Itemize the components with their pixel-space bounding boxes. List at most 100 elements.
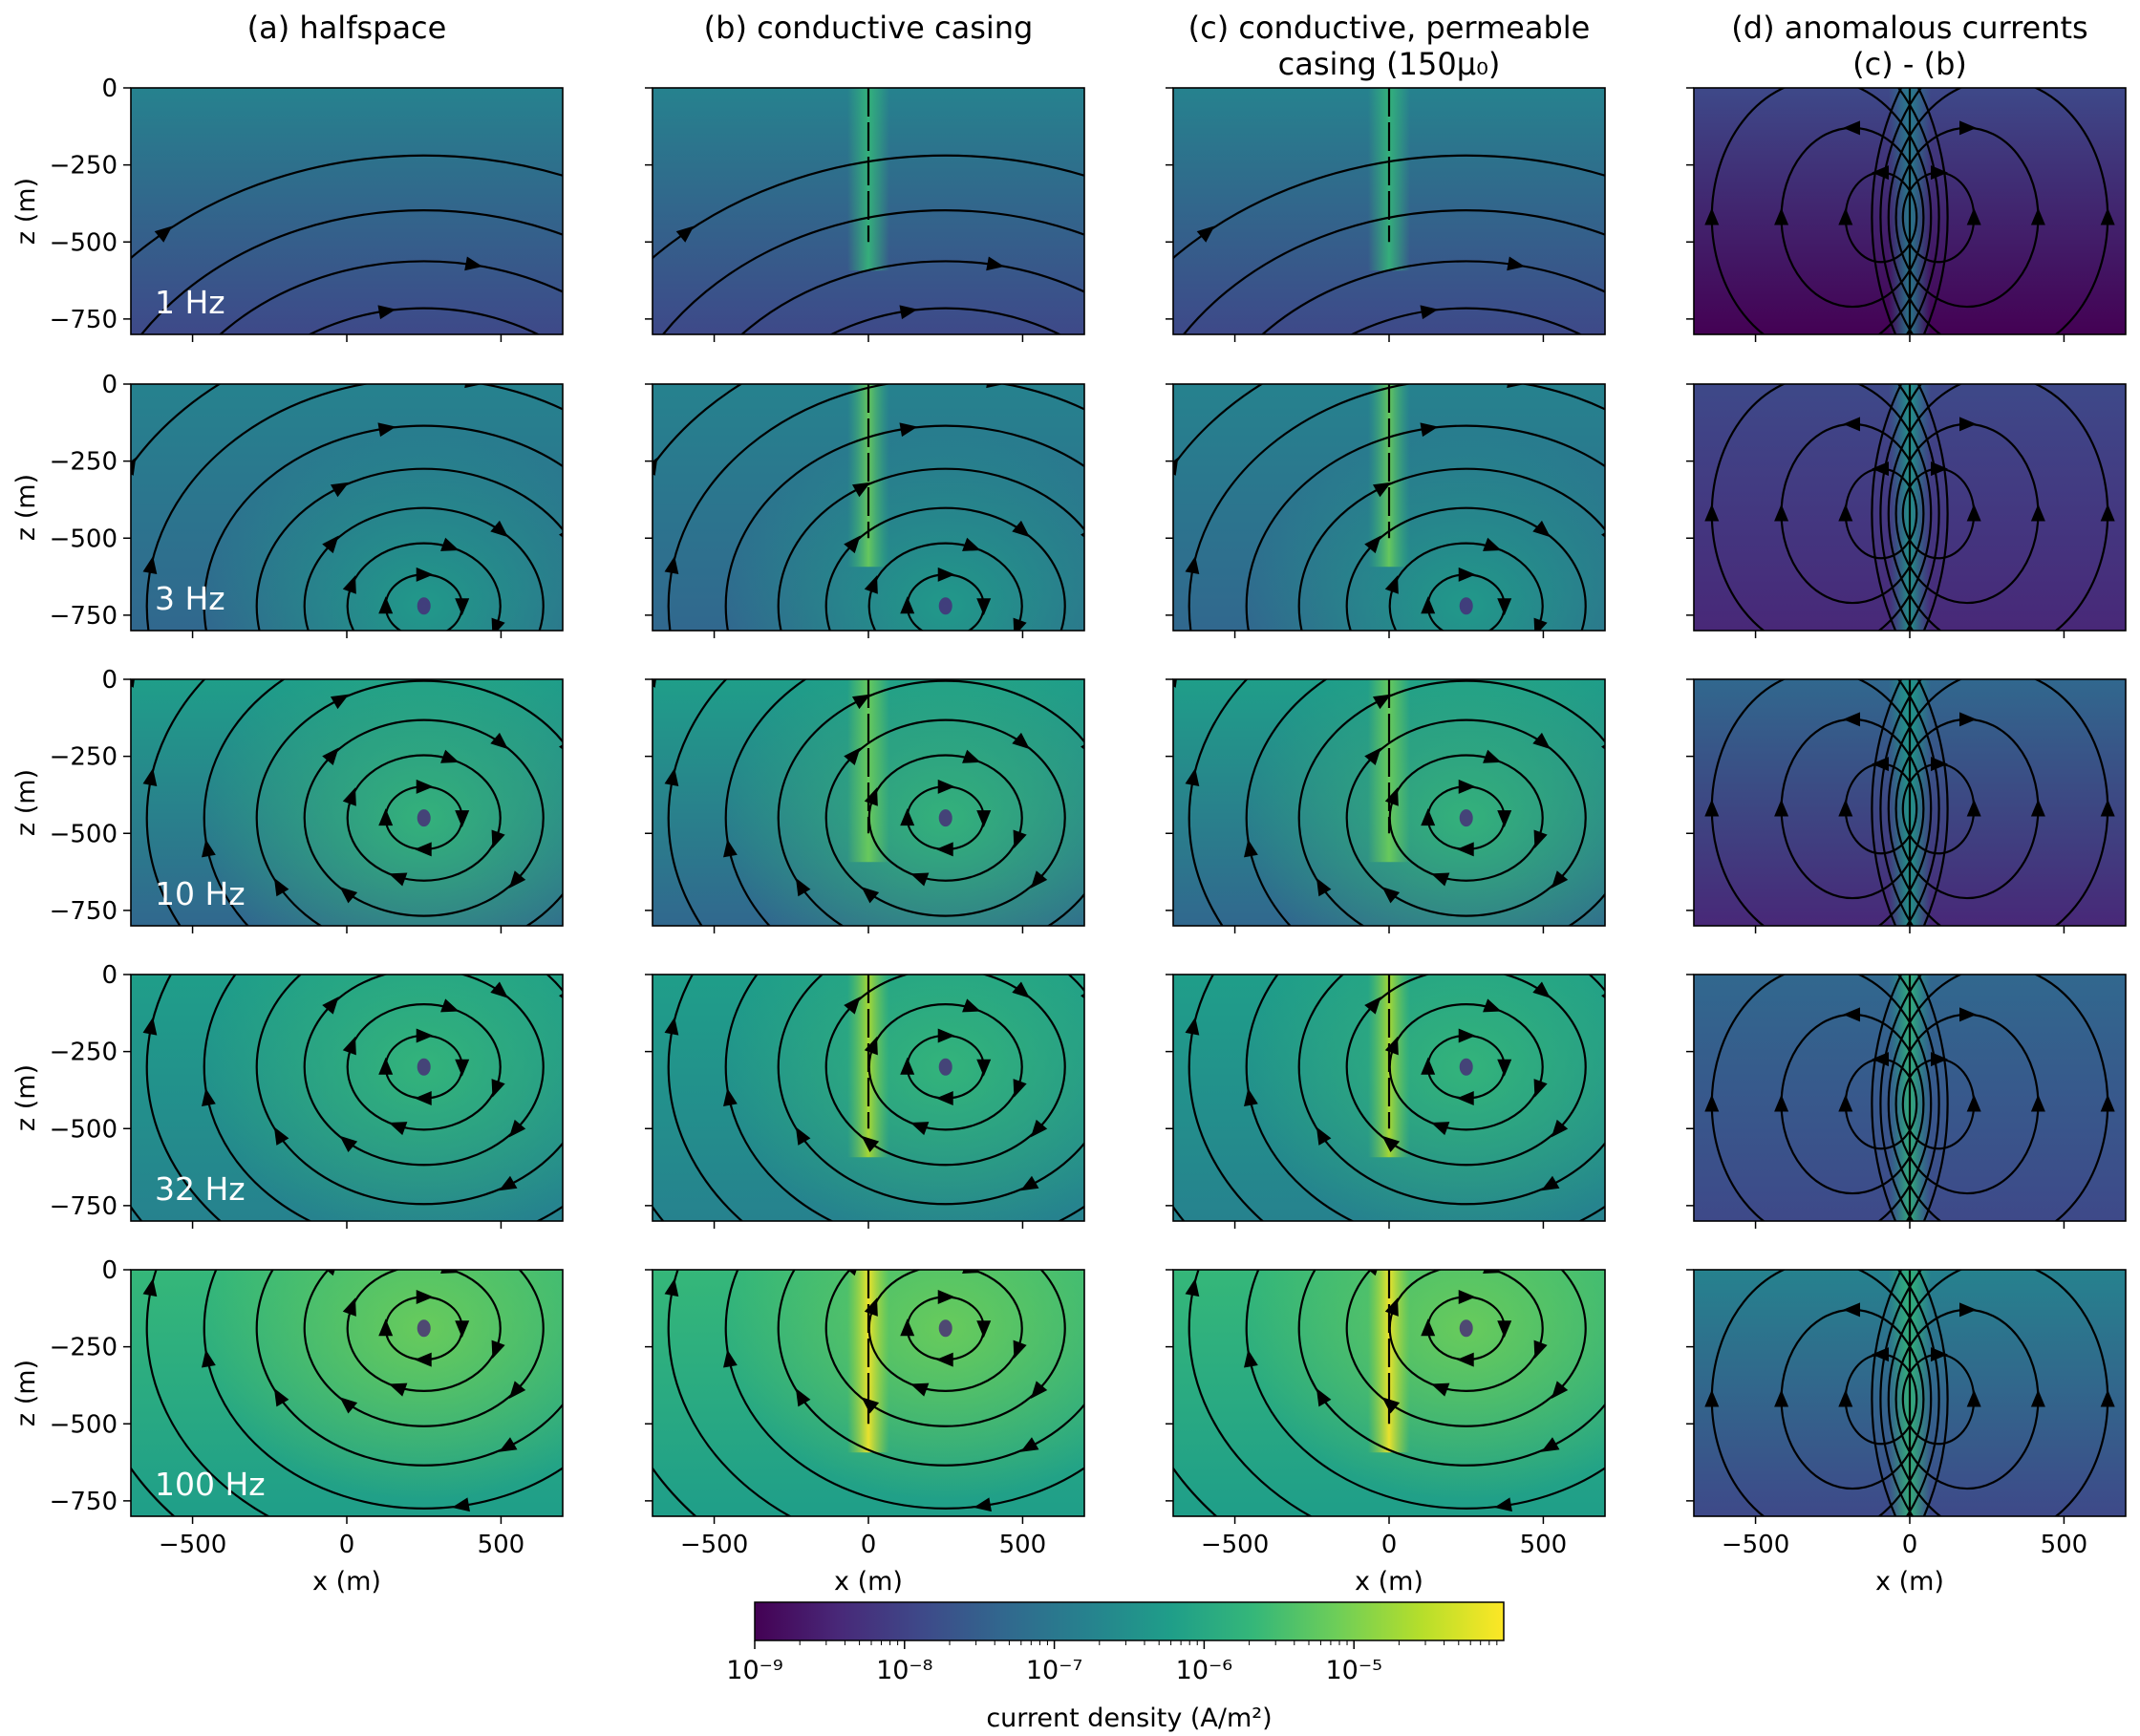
flow-arrow bbox=[864, 575, 878, 594]
streamline-arrows bbox=[653, 679, 1084, 904]
panel-field bbox=[1173, 88, 1605, 334]
flow-arrow bbox=[1966, 1389, 1981, 1407]
flow-arrow bbox=[1407, 1546, 1425, 1560]
flow-arrow bbox=[508, 1381, 526, 1399]
flow-arrow bbox=[653, 457, 658, 476]
flow-arrow bbox=[643, 340, 658, 358]
flow-arrow bbox=[388, 872, 408, 887]
streamline bbox=[724, 1270, 1084, 1510]
high-density-region bbox=[725, 975, 1084, 1221]
streamline bbox=[1345, 1270, 1587, 1427]
flow-arrow bbox=[910, 1382, 930, 1397]
streamline bbox=[219, 260, 563, 334]
flow-arrow bbox=[675, 1575, 694, 1591]
flow-arrow bbox=[851, 694, 871, 710]
flow-arrow bbox=[331, 943, 349, 957]
flow-arrow bbox=[1931, 1347, 1948, 1362]
flow-arrow bbox=[1081, 744, 1084, 750]
flow-arrow bbox=[585, 817, 603, 832]
streamline-arrows bbox=[1704, 369, 2115, 522]
x-tick-label: 500 bbox=[999, 1531, 1047, 1559]
streamline bbox=[303, 718, 545, 917]
flow-arrow bbox=[2030, 504, 2045, 522]
flow-arrow bbox=[986, 256, 1005, 271]
flow-arrow bbox=[1456, 1091, 1474, 1106]
streamline bbox=[1245, 1270, 1605, 1510]
flow-arrow bbox=[322, 535, 339, 554]
flow-arrow bbox=[559, 532, 563, 538]
flow-arrow bbox=[1456, 1352, 1474, 1367]
column-titles: (a) halfspace (b) conductive casing (c) co… bbox=[247, 10, 2088, 82]
frequency-label: 100 Hz bbox=[155, 1466, 266, 1503]
high-density-region bbox=[203, 434, 563, 631]
flow-arrow bbox=[377, 305, 396, 320]
streamline bbox=[1871, 384, 1903, 631]
flow-arrow bbox=[935, 1352, 953, 1367]
flow-arrow bbox=[365, 1546, 383, 1560]
flow-arrow bbox=[273, 1388, 289, 1407]
flow-arrow bbox=[455, 598, 470, 616]
flow-arrow bbox=[1541, 1437, 1560, 1452]
panel-field bbox=[1694, 679, 2126, 926]
flow-arrow bbox=[1838, 1094, 1853, 1112]
high-density-region bbox=[1246, 975, 1605, 1221]
flow-arrow bbox=[440, 749, 460, 763]
flow-arrow bbox=[1012, 732, 1030, 750]
flow-arrow bbox=[1421, 808, 1436, 826]
vortex-core bbox=[1459, 1058, 1473, 1076]
flow-arrow bbox=[1552, 658, 1568, 676]
panel-r1-c0: 0 −250 −500 −750 z (m) 3 Hz bbox=[11, 371, 564, 638]
flow-arrow bbox=[1774, 504, 1789, 522]
flow-arrow bbox=[1931, 165, 1948, 181]
streamline bbox=[1916, 88, 1949, 334]
flow-arrow bbox=[1991, 369, 2008, 383]
flow-arrow bbox=[1966, 207, 1981, 225]
flow-arrow bbox=[1966, 799, 1981, 817]
flow-arrow bbox=[1013, 1079, 1027, 1098]
flow-arrow bbox=[935, 1091, 953, 1106]
flow-arrow bbox=[1812, 369, 1830, 383]
flow-arrow bbox=[899, 305, 918, 320]
panel-r1-c2 bbox=[1166, 383, 1689, 676]
streamline bbox=[777, 975, 1084, 1206]
flow-arrow bbox=[1959, 712, 1977, 727]
flow-arrow bbox=[1551, 1381, 1569, 1399]
colorbar-tick-label: 10⁻⁹ bbox=[726, 1656, 782, 1685]
flow-arrow bbox=[464, 256, 483, 271]
vortex-core bbox=[1459, 597, 1473, 615]
streamline bbox=[1297, 679, 1605, 926]
flow-arrow bbox=[1675, 567, 1689, 585]
flow-arrow bbox=[1931, 757, 1948, 772]
streamline bbox=[724, 975, 1084, 1221]
flow-arrow bbox=[1627, 1078, 1645, 1093]
flow-arrow bbox=[1081, 532, 1084, 538]
high-density-region bbox=[203, 679, 563, 926]
y-tick-label: −250 bbox=[50, 448, 118, 477]
flow-arrow bbox=[559, 1250, 573, 1268]
flow-arrow bbox=[1458, 1028, 1476, 1043]
flow-arrow bbox=[451, 1497, 470, 1512]
flow-arrow bbox=[342, 1297, 356, 1317]
x-axis-label: x (m) bbox=[312, 1567, 381, 1597]
streamline bbox=[1388, 542, 1544, 631]
flow-arrow bbox=[154, 225, 173, 243]
y-tick-label: −250 bbox=[50, 743, 118, 772]
flow-arrow bbox=[974, 1236, 992, 1251]
flow-arrow bbox=[1373, 943, 1391, 957]
flow-arrow bbox=[723, 1087, 738, 1106]
flow-arrow bbox=[1244, 839, 1258, 858]
panel-field bbox=[1694, 88, 2126, 334]
flow-arrow bbox=[664, 1278, 679, 1297]
colorbar-tick-label: 10⁻⁶ bbox=[1176, 1656, 1232, 1685]
flow-arrow bbox=[331, 365, 349, 379]
flow-arrow bbox=[1494, 1236, 1512, 1251]
streamline bbox=[1245, 975, 1605, 1221]
streamline bbox=[867, 542, 1023, 631]
streamline bbox=[1916, 975, 1949, 1221]
flow-arrow bbox=[142, 1017, 158, 1036]
flow-arrow bbox=[1106, 355, 1124, 371]
panel-r4-c0: 0 −250 −500 −750 −500 0 500 x (m) z (m) 100 Hz bbox=[11, 1250, 694, 1597]
flow-arrow bbox=[1316, 877, 1332, 897]
streamline bbox=[1182, 209, 1605, 334]
flow-arrow bbox=[378, 808, 394, 826]
